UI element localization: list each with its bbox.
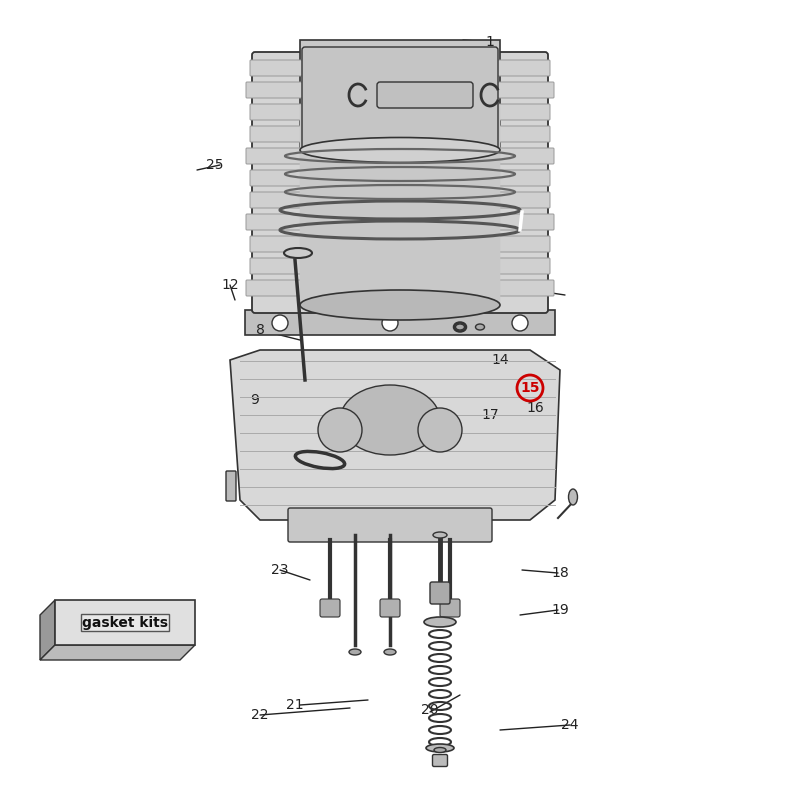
Text: 23: 23	[271, 563, 289, 577]
Text: 22: 22	[251, 708, 269, 722]
FancyBboxPatch shape	[433, 754, 447, 766]
Text: 9: 9	[250, 393, 259, 407]
Text: 12: 12	[221, 278, 239, 292]
FancyBboxPatch shape	[430, 582, 450, 604]
Polygon shape	[230, 350, 560, 520]
FancyBboxPatch shape	[320, 599, 340, 617]
Text: 15: 15	[520, 381, 540, 395]
Ellipse shape	[300, 290, 500, 320]
Polygon shape	[40, 645, 195, 660]
Text: 14: 14	[491, 353, 509, 367]
Ellipse shape	[384, 649, 396, 655]
FancyBboxPatch shape	[288, 508, 492, 542]
FancyBboxPatch shape	[250, 60, 550, 76]
FancyBboxPatch shape	[246, 280, 554, 296]
Text: 20: 20	[422, 703, 438, 717]
Text: 18: 18	[551, 566, 569, 580]
Text: 3: 3	[456, 88, 464, 102]
FancyBboxPatch shape	[250, 170, 550, 186]
Polygon shape	[40, 600, 55, 660]
Circle shape	[418, 408, 462, 452]
Ellipse shape	[434, 747, 446, 753]
FancyBboxPatch shape	[252, 52, 548, 313]
Text: 7: 7	[486, 228, 494, 242]
FancyBboxPatch shape	[246, 82, 554, 98]
Ellipse shape	[300, 138, 500, 162]
Ellipse shape	[284, 248, 312, 258]
Ellipse shape	[340, 385, 440, 455]
Ellipse shape	[349, 649, 361, 655]
FancyBboxPatch shape	[250, 258, 550, 274]
Text: 2: 2	[486, 58, 494, 72]
FancyBboxPatch shape	[246, 148, 554, 164]
Text: 16: 16	[526, 401, 544, 415]
FancyBboxPatch shape	[226, 471, 236, 501]
Text: 13: 13	[526, 283, 544, 297]
Ellipse shape	[424, 617, 456, 627]
FancyBboxPatch shape	[250, 192, 550, 208]
Ellipse shape	[475, 324, 485, 330]
Text: 19: 19	[551, 603, 569, 617]
Text: gasket kits: gasket kits	[82, 615, 168, 630]
Text: 24: 24	[562, 718, 578, 732]
Ellipse shape	[569, 489, 578, 505]
FancyBboxPatch shape	[250, 126, 550, 142]
Ellipse shape	[455, 324, 465, 330]
Ellipse shape	[426, 744, 454, 752]
FancyBboxPatch shape	[377, 82, 473, 108]
FancyBboxPatch shape	[250, 104, 550, 120]
FancyBboxPatch shape	[440, 599, 460, 617]
Circle shape	[512, 315, 528, 331]
Text: 5: 5	[486, 168, 494, 182]
Text: 1: 1	[486, 35, 494, 49]
Text: 17: 17	[481, 408, 499, 422]
Text: 10: 10	[361, 138, 379, 152]
FancyBboxPatch shape	[250, 236, 550, 252]
FancyBboxPatch shape	[246, 214, 554, 230]
FancyBboxPatch shape	[380, 599, 400, 617]
Circle shape	[382, 315, 398, 331]
Text: 25: 25	[206, 158, 224, 172]
Circle shape	[272, 315, 288, 331]
Text: 21: 21	[286, 698, 304, 712]
Text: 6: 6	[486, 198, 494, 212]
FancyBboxPatch shape	[302, 47, 498, 153]
Ellipse shape	[433, 532, 447, 538]
Polygon shape	[300, 40, 500, 150]
Polygon shape	[245, 310, 555, 335]
Text: 8: 8	[255, 323, 265, 337]
Circle shape	[318, 408, 362, 452]
Bar	[55, 600, 195, 645]
FancyBboxPatch shape	[300, 105, 500, 306]
